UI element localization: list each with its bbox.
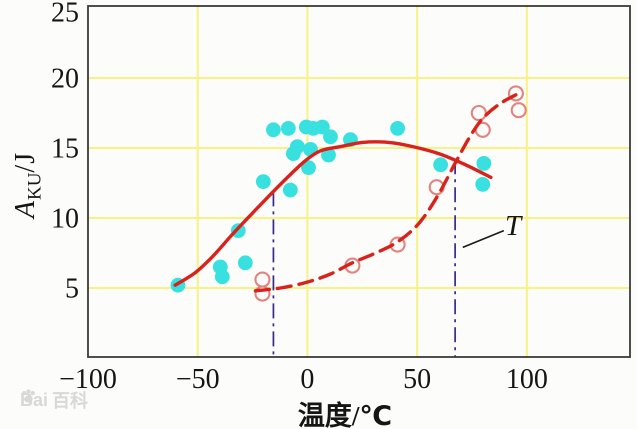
svg-text:−100: −100 [59,364,117,395]
svg-text:100: 100 [506,364,548,395]
x-axis-label: 温度/℃ [297,401,393,429]
svg-text:10: 10 [51,204,79,235]
svg-text:−50: −50 [176,364,220,395]
y-axis-subscript: KU [24,172,46,201]
dashed-fit-curve [253,91,521,293]
svg-text:15: 15 [51,134,79,165]
filled-cyan-scatter [170,119,492,293]
plot-area [88,6,630,357]
svg-text:0: 0 [300,364,314,395]
svg-text:20: 20 [51,64,79,95]
y-axis-unit: /J [10,151,41,173]
y-axis-variable: A [10,200,41,219]
reference-lines [272,159,456,357]
watermark: Bai 百科 [20,388,88,412]
solid-fit-curve [173,140,493,287]
watermark-suffix: 百科 [52,391,89,411]
transition-temperature-label: T [505,210,522,242]
x-tick-labels: −100 −50 0 50 100 [59,364,548,395]
plot-frame [87,5,631,358]
svg-text:5: 5 [65,274,79,305]
t-label-leader-line [462,229,505,249]
y-axis-label: AKU/J [10,100,46,270]
y-tick-labels: 5 10 15 20 25 [51,0,79,305]
svg-text:25: 25 [51,0,79,29]
watermark-prefix: Bai [20,389,49,410]
svg-text:50: 50 [403,364,431,395]
